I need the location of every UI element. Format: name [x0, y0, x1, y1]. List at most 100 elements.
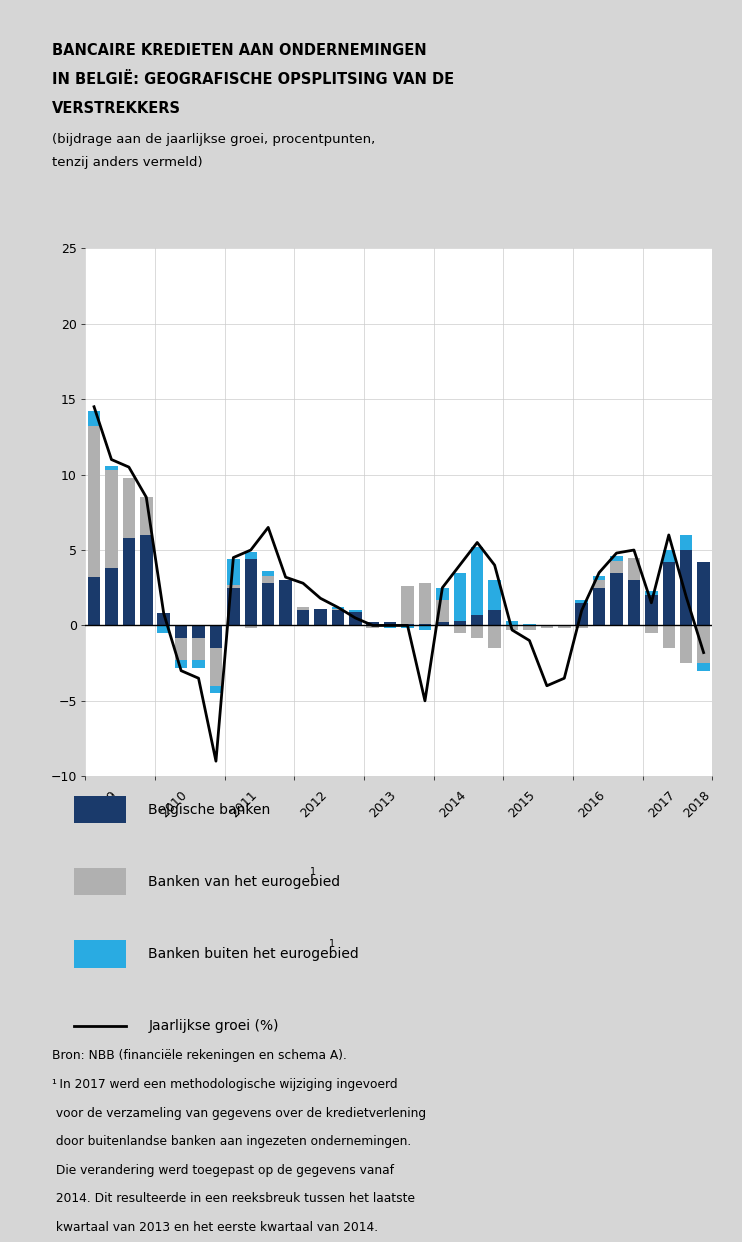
Bar	[576, 626, 588, 628]
Bar	[645, 626, 657, 633]
Bar	[558, 626, 571, 628]
Bar	[453, 626, 466, 633]
Bar	[541, 626, 553, 628]
Bar	[192, 626, 205, 637]
Text: Die verandering werd toegepast op de gegevens vanaf: Die verandering werd toegepast op de geg…	[52, 1164, 394, 1176]
Bar	[297, 607, 309, 610]
Text: Jaarlijkse groei (%): Jaarlijkse groei (%)	[148, 1018, 279, 1033]
Bar	[367, 622, 379, 626]
Bar	[645, 591, 657, 595]
Bar	[471, 626, 484, 637]
Bar	[453, 621, 466, 626]
Bar	[105, 568, 118, 626]
Bar	[628, 558, 640, 580]
Bar	[262, 576, 275, 584]
Bar	[610, 573, 623, 626]
Bar	[227, 587, 240, 626]
Bar	[418, 626, 431, 630]
Bar	[245, 559, 257, 626]
Bar	[471, 546, 484, 615]
Bar	[680, 535, 692, 550]
Text: 2013: 2013	[367, 789, 399, 820]
Bar	[663, 550, 675, 563]
Bar	[227, 585, 240, 587]
Bar	[332, 609, 344, 610]
Bar	[88, 426, 100, 578]
Bar	[175, 637, 188, 661]
Bar	[210, 648, 222, 686]
Text: 2015: 2015	[507, 789, 538, 820]
Bar	[436, 600, 449, 622]
Bar	[210, 686, 222, 693]
Bar	[140, 535, 153, 626]
Bar	[488, 580, 501, 610]
Bar	[697, 663, 710, 671]
Text: 2014: 2014	[437, 789, 468, 820]
Bar	[401, 586, 414, 623]
Bar	[610, 560, 623, 573]
Text: 2011: 2011	[228, 789, 260, 820]
Text: 2017: 2017	[646, 789, 677, 820]
Bar	[436, 587, 449, 600]
Text: VERSTREKKERS: VERSTREKKERS	[52, 101, 181, 116]
Bar	[297, 610, 309, 626]
Text: BANCAIRE KREDIETEN AAN ONDERNEMINGEN: BANCAIRE KREDIETEN AAN ONDERNEMINGEN	[52, 43, 427, 58]
Text: kwartaal van 2013 en het eerste kwartaal van 2014.: kwartaal van 2013 en het eerste kwartaal…	[52, 1221, 378, 1233]
Bar	[680, 550, 692, 626]
Bar	[122, 478, 135, 538]
Bar	[245, 551, 257, 559]
Text: IN BELGIË: GEOGRAFISCHE OPSPLITSING VAN DE: IN BELGIË: GEOGRAFISCHE OPSPLITSING VAN …	[52, 72, 454, 87]
Bar	[523, 626, 536, 630]
Bar	[418, 623, 431, 626]
Bar	[384, 626, 396, 628]
Bar	[192, 637, 205, 661]
Bar	[436, 622, 449, 626]
Bar	[523, 623, 536, 626]
Bar	[122, 538, 135, 626]
Bar	[175, 626, 188, 637]
Bar	[262, 584, 275, 626]
Bar	[314, 609, 326, 626]
Bar	[245, 626, 257, 628]
Bar	[140, 497, 153, 535]
Bar	[697, 626, 710, 663]
Bar	[192, 661, 205, 668]
Bar	[488, 626, 501, 648]
Bar	[697, 563, 710, 626]
Bar	[227, 559, 240, 585]
Bar	[88, 411, 100, 426]
Bar	[488, 610, 501, 626]
Bar	[332, 610, 344, 626]
Bar	[157, 626, 170, 633]
Bar	[262, 571, 275, 576]
Text: 2014. Dit resulteerde in een reeksbreuk tussen het laatste: 2014. Dit resulteerde in een reeksbreuk …	[52, 1192, 415, 1205]
Text: Banken van het eurogebied: Banken van het eurogebied	[148, 874, 341, 889]
Bar	[680, 626, 692, 663]
Bar	[593, 580, 605, 587]
Text: door buitenlandse banken aan ingezeten ondernemingen.: door buitenlandse banken aan ingezeten o…	[52, 1135, 411, 1148]
Bar	[88, 578, 100, 626]
Bar	[332, 607, 344, 609]
Text: 2012: 2012	[298, 789, 329, 820]
Bar	[663, 626, 675, 648]
Bar	[349, 612, 361, 626]
Text: 2018: 2018	[680, 789, 712, 820]
Text: 1: 1	[310, 867, 316, 877]
Bar	[453, 573, 466, 621]
Bar	[105, 466, 118, 469]
Bar	[576, 602, 588, 626]
Text: Belgische banken: Belgische banken	[148, 802, 271, 817]
Text: 2010: 2010	[158, 789, 190, 820]
Text: 2009: 2009	[88, 789, 120, 820]
Bar	[645, 595, 657, 626]
Bar	[401, 626, 414, 628]
Bar	[593, 576, 605, 580]
Bar	[105, 469, 118, 568]
Bar	[663, 563, 675, 626]
Bar	[349, 610, 361, 612]
Bar	[593, 587, 605, 626]
Bar	[384, 622, 396, 626]
Bar	[401, 623, 414, 626]
Bar	[610, 556, 623, 560]
Bar	[628, 580, 640, 626]
